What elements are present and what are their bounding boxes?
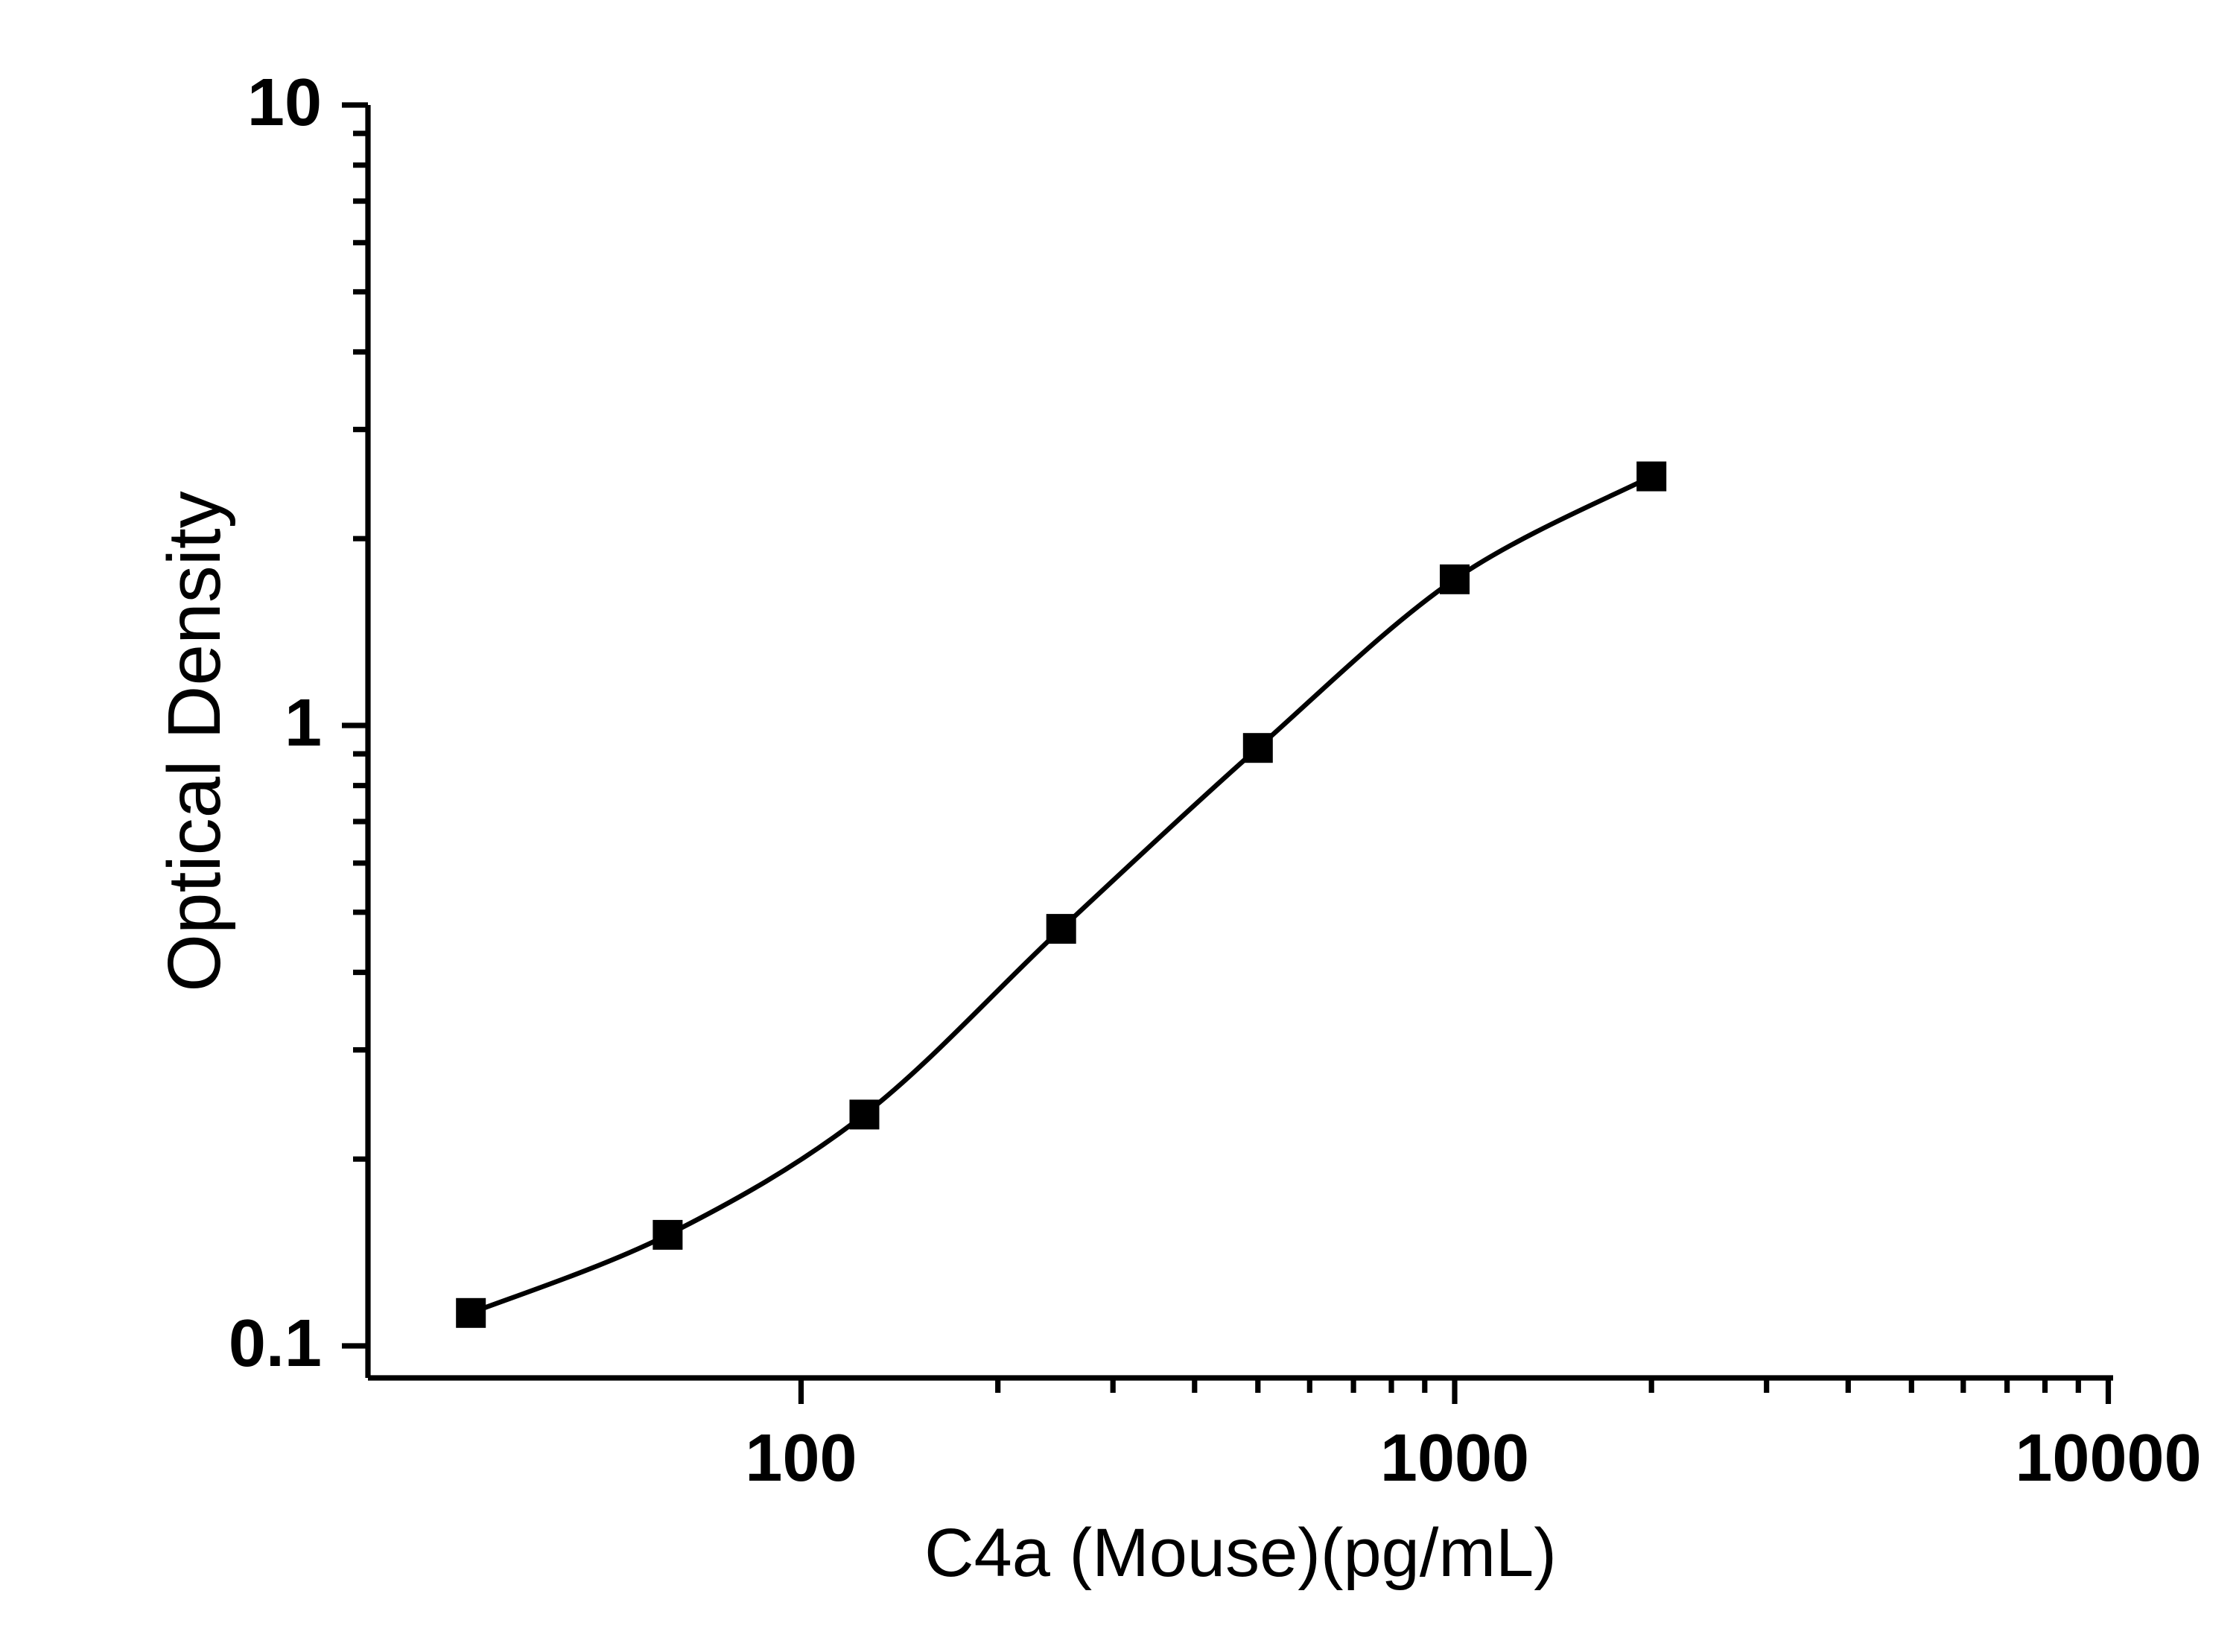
svg-text:100: 100 (745, 1421, 857, 1496)
svg-text:1000: 1000 (1380, 1421, 1529, 1496)
svg-text:10000: 10000 (2015, 1421, 2201, 1496)
svg-text:10: 10 (247, 66, 322, 140)
svg-text:0.1: 0.1 (229, 1306, 322, 1381)
svg-text:1: 1 (285, 686, 322, 760)
svg-text:C4a (Mouse)(pg/mL): C4a (Mouse)(pg/mL) (924, 1515, 1557, 1591)
svg-text:Optical Density: Optical Density (153, 491, 236, 991)
